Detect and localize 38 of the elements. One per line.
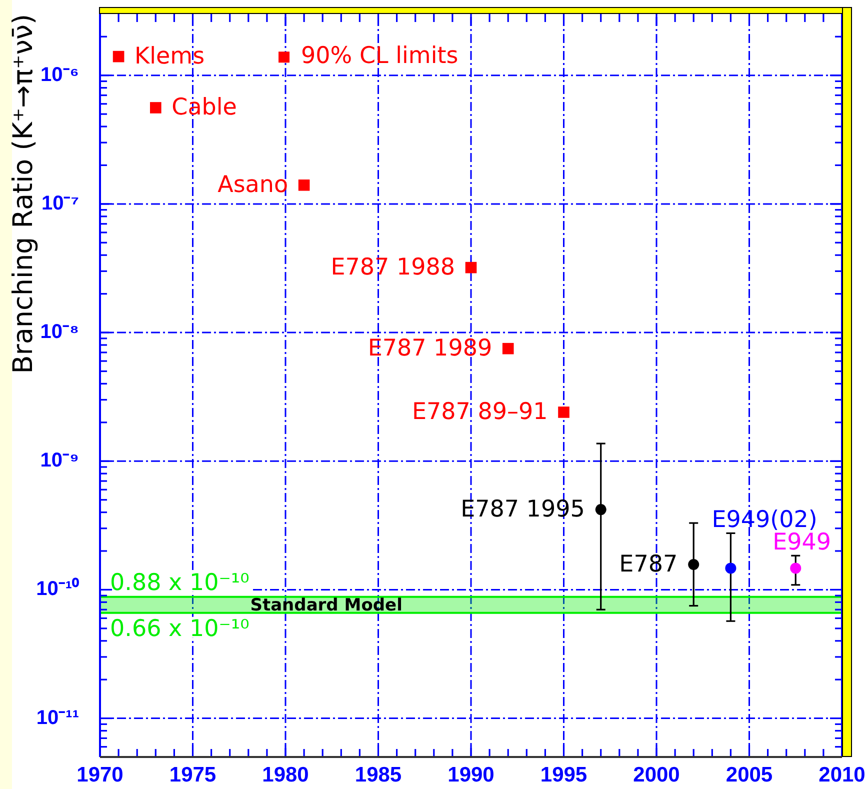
annotation: 0.66 x 10⁻¹⁰ xyxy=(110,616,250,642)
point xyxy=(688,559,700,570)
annotation: Asano xyxy=(218,172,288,198)
x-tick-label: 1970 xyxy=(76,763,124,786)
point xyxy=(595,504,606,516)
y-axis-title: Branching Ratio (K⁺→π⁺νν̄) xyxy=(8,14,40,374)
point xyxy=(558,406,570,418)
point xyxy=(790,562,802,574)
x-tick-label: 1975 xyxy=(169,763,216,786)
annotation: E787 89–91 xyxy=(412,399,548,426)
point xyxy=(112,50,124,62)
x-tick-label: 1990 xyxy=(448,763,494,786)
point xyxy=(502,342,514,354)
y-tick-label: 10⁻⁶ xyxy=(40,64,79,86)
point xyxy=(465,262,477,274)
legend-label: 90% CL limits xyxy=(301,43,458,70)
x-tick-label: 2000 xyxy=(633,763,680,786)
point xyxy=(725,562,736,574)
x-tick-label: 2010 xyxy=(818,763,866,786)
annotation: Klems xyxy=(134,44,205,70)
annotation: E787 1988 xyxy=(330,254,455,281)
point xyxy=(298,179,310,191)
point xyxy=(150,102,162,114)
y-tick-label: 10⁻¹¹ xyxy=(36,706,80,729)
annotation: Cable xyxy=(172,94,237,121)
y-tick-label: 10⁻⁸ xyxy=(40,321,79,344)
x-tick-label: 1985 xyxy=(354,763,402,786)
x-tick-label: 1980 xyxy=(262,763,309,786)
annotation: E787 1995 xyxy=(460,496,585,523)
y-tick-label: 10⁻⁹ xyxy=(40,450,79,472)
y-tick-label: 10⁻⁷ xyxy=(42,192,79,214)
annotation: 0.88 x 10⁻¹⁰ xyxy=(110,570,250,596)
x-tick-label: 1995 xyxy=(540,763,588,786)
y-tick-label: 10⁻¹⁰ xyxy=(36,577,79,600)
band-label: Standard Model xyxy=(250,595,402,616)
annotation: E787 1989 xyxy=(368,336,492,362)
annotation: E787 xyxy=(619,551,678,578)
x-tick-label: 2005 xyxy=(726,763,773,786)
